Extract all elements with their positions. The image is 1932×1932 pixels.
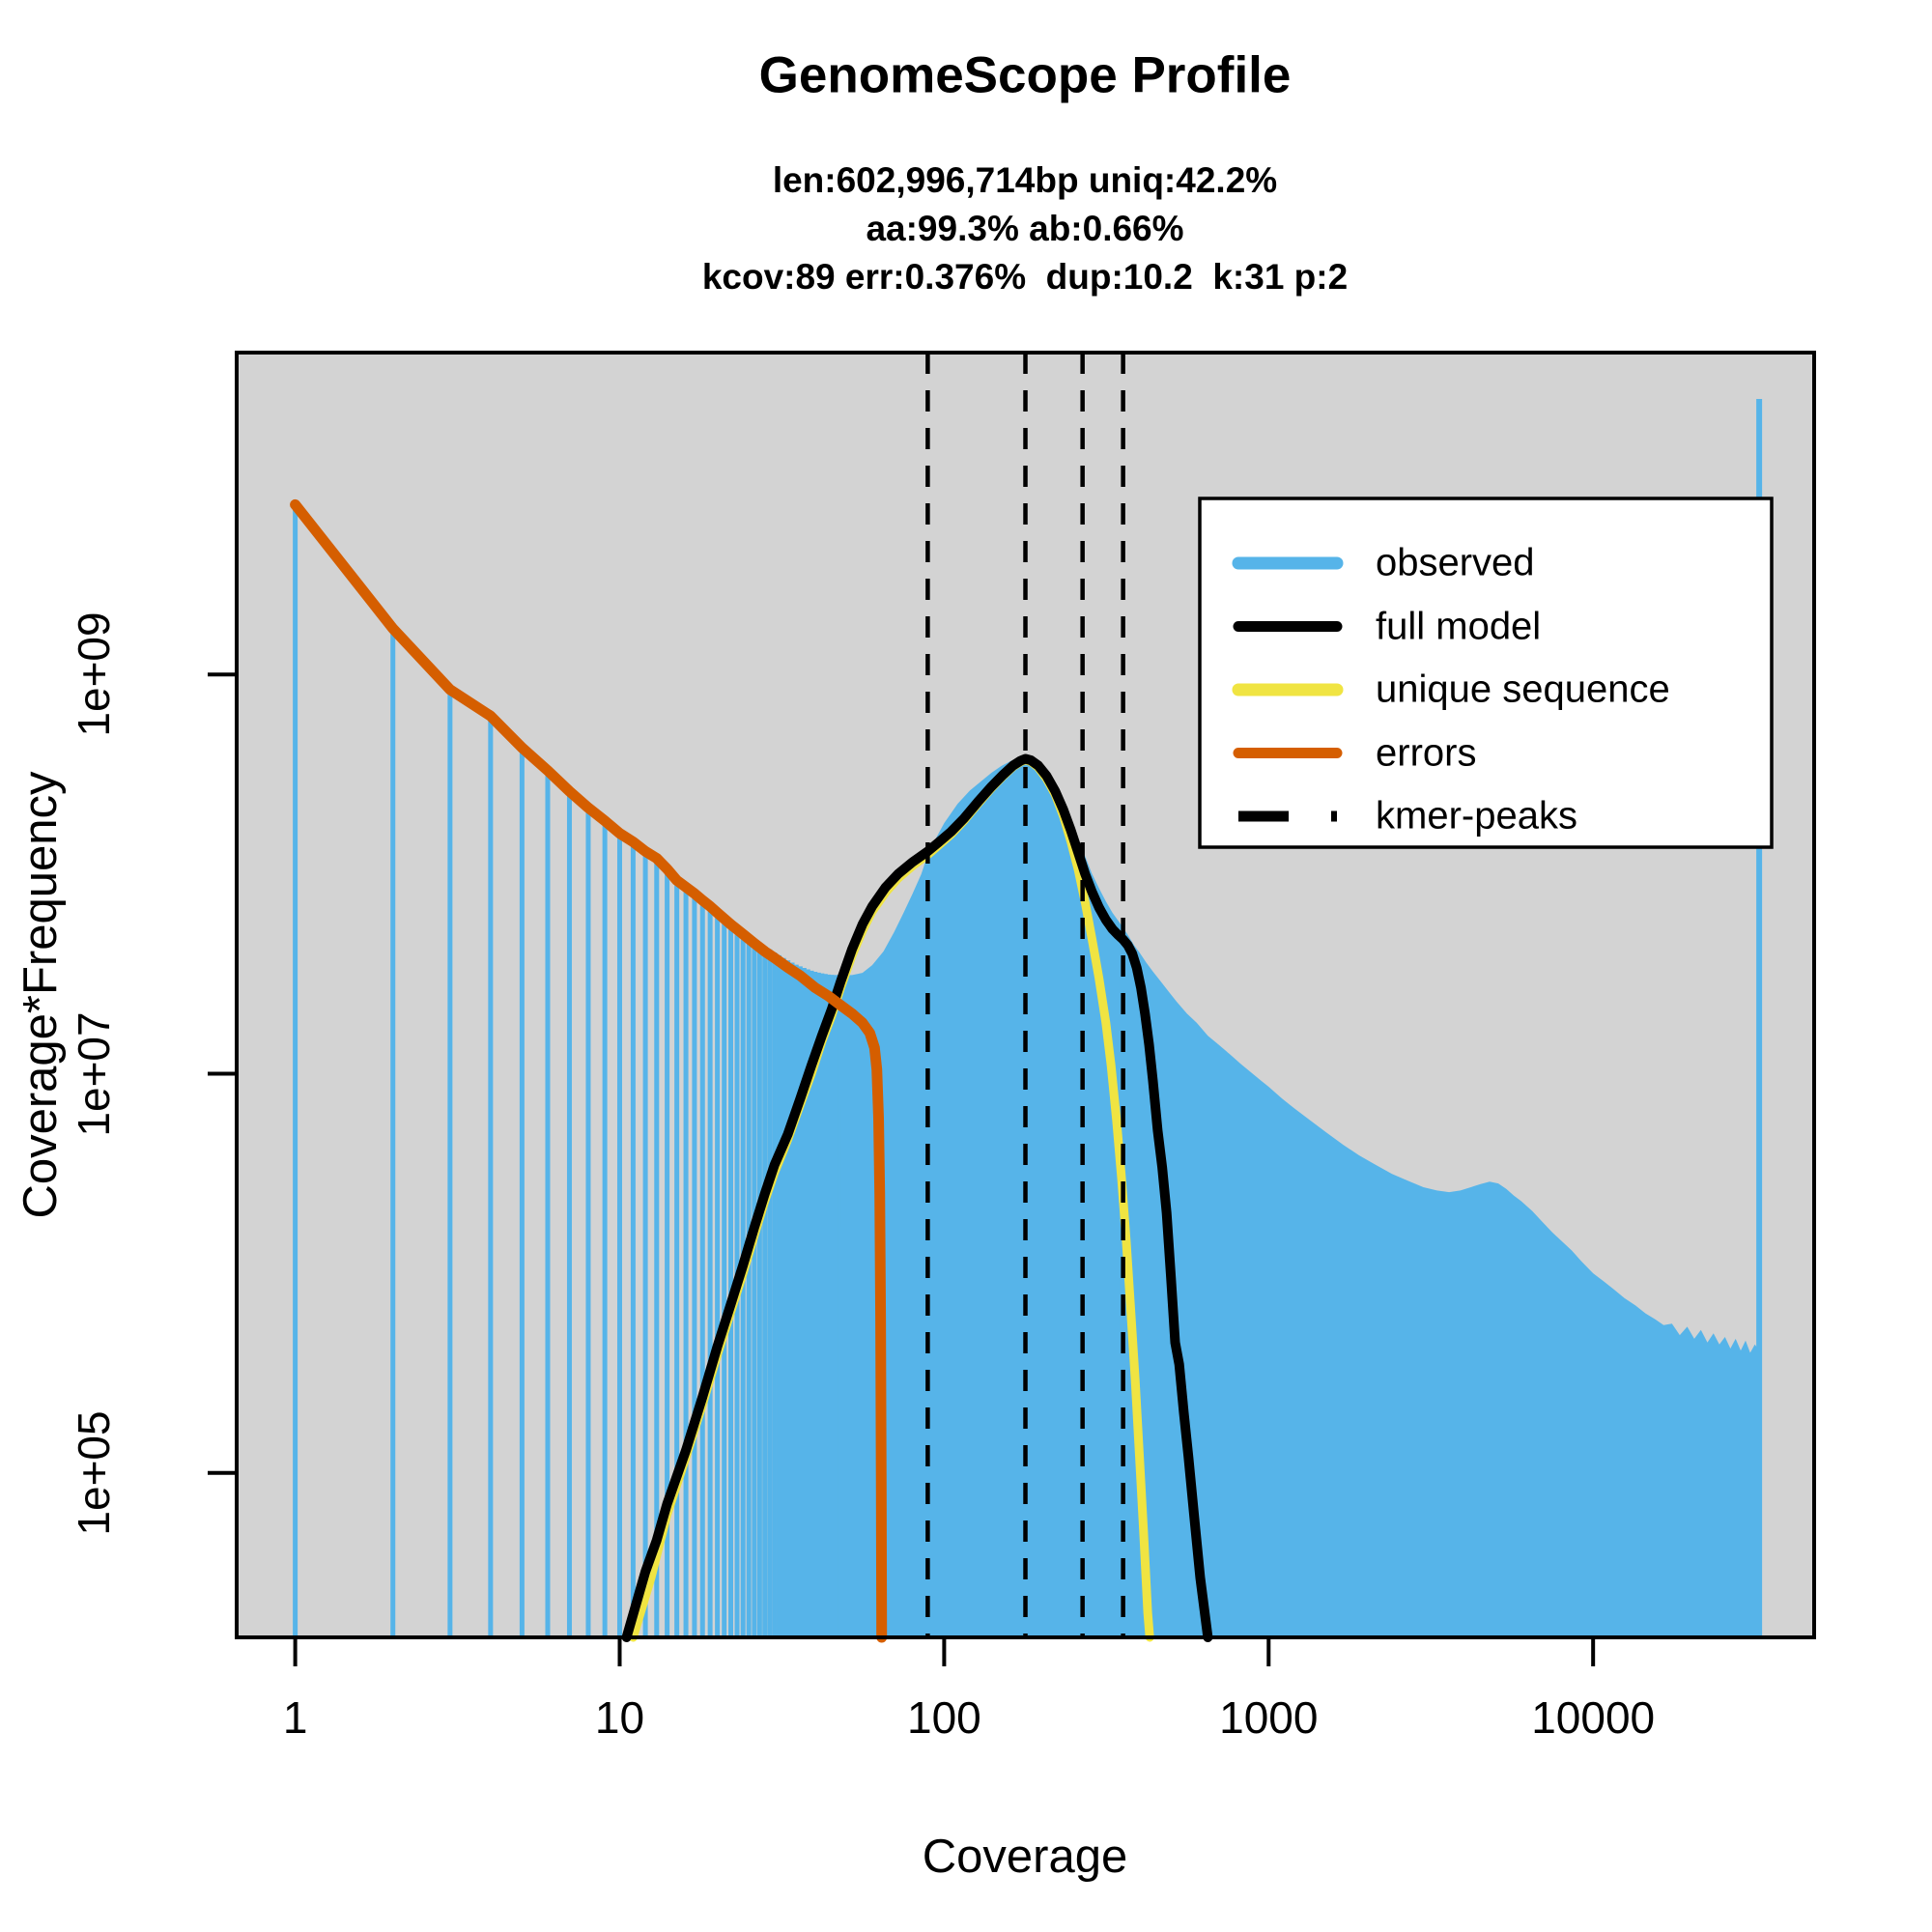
legend-box [1198, 497, 1774, 849]
x-axis-title: Coverage [922, 1831, 1128, 1883]
full-model-curve [621, 753, 1213, 1642]
subtitle-line-2: aa:99.3% ab:0.66% [866, 209, 1184, 248]
x-tick-label: 10000 [1531, 1692, 1656, 1743]
y-tick-label: 1e+07 [69, 1010, 119, 1137]
errors-curve [290, 498, 888, 1643]
legend-label-kmer-peaks: kmer-peaks [1376, 794, 1577, 838]
observed-area [840, 754, 1760, 1637]
y-tick-label: 1e+09 [69, 611, 119, 737]
x-tick-label: 100 [907, 1692, 981, 1743]
x-tick-label: 1000 [1219, 1692, 1319, 1743]
subtitle-line-3: kcov:89 err:0.376% dup:10.2 k:31 p:2 [701, 257, 1349, 297]
legend-label-full-model: full model [1376, 605, 1542, 647]
x-tick-label: 10 [594, 1692, 645, 1743]
subtitle-line-1: len:602,996,714bp uniq:42.2% [772, 160, 1278, 200]
y-tick-label: 1e+05 [69, 1410, 119, 1536]
legend-label-unique-sequence: unique sequence [1376, 668, 1670, 711]
y-axis-title: Coverage*Frequency [14, 771, 67, 1219]
legend-label-errors: errors [1376, 731, 1477, 774]
chart-title: GenomeScope Profile [758, 46, 1292, 104]
plot-frame [235, 351, 1816, 1639]
x-tick-label: 1 [282, 1692, 308, 1743]
legend-label-observed: observed [1376, 541, 1535, 584]
